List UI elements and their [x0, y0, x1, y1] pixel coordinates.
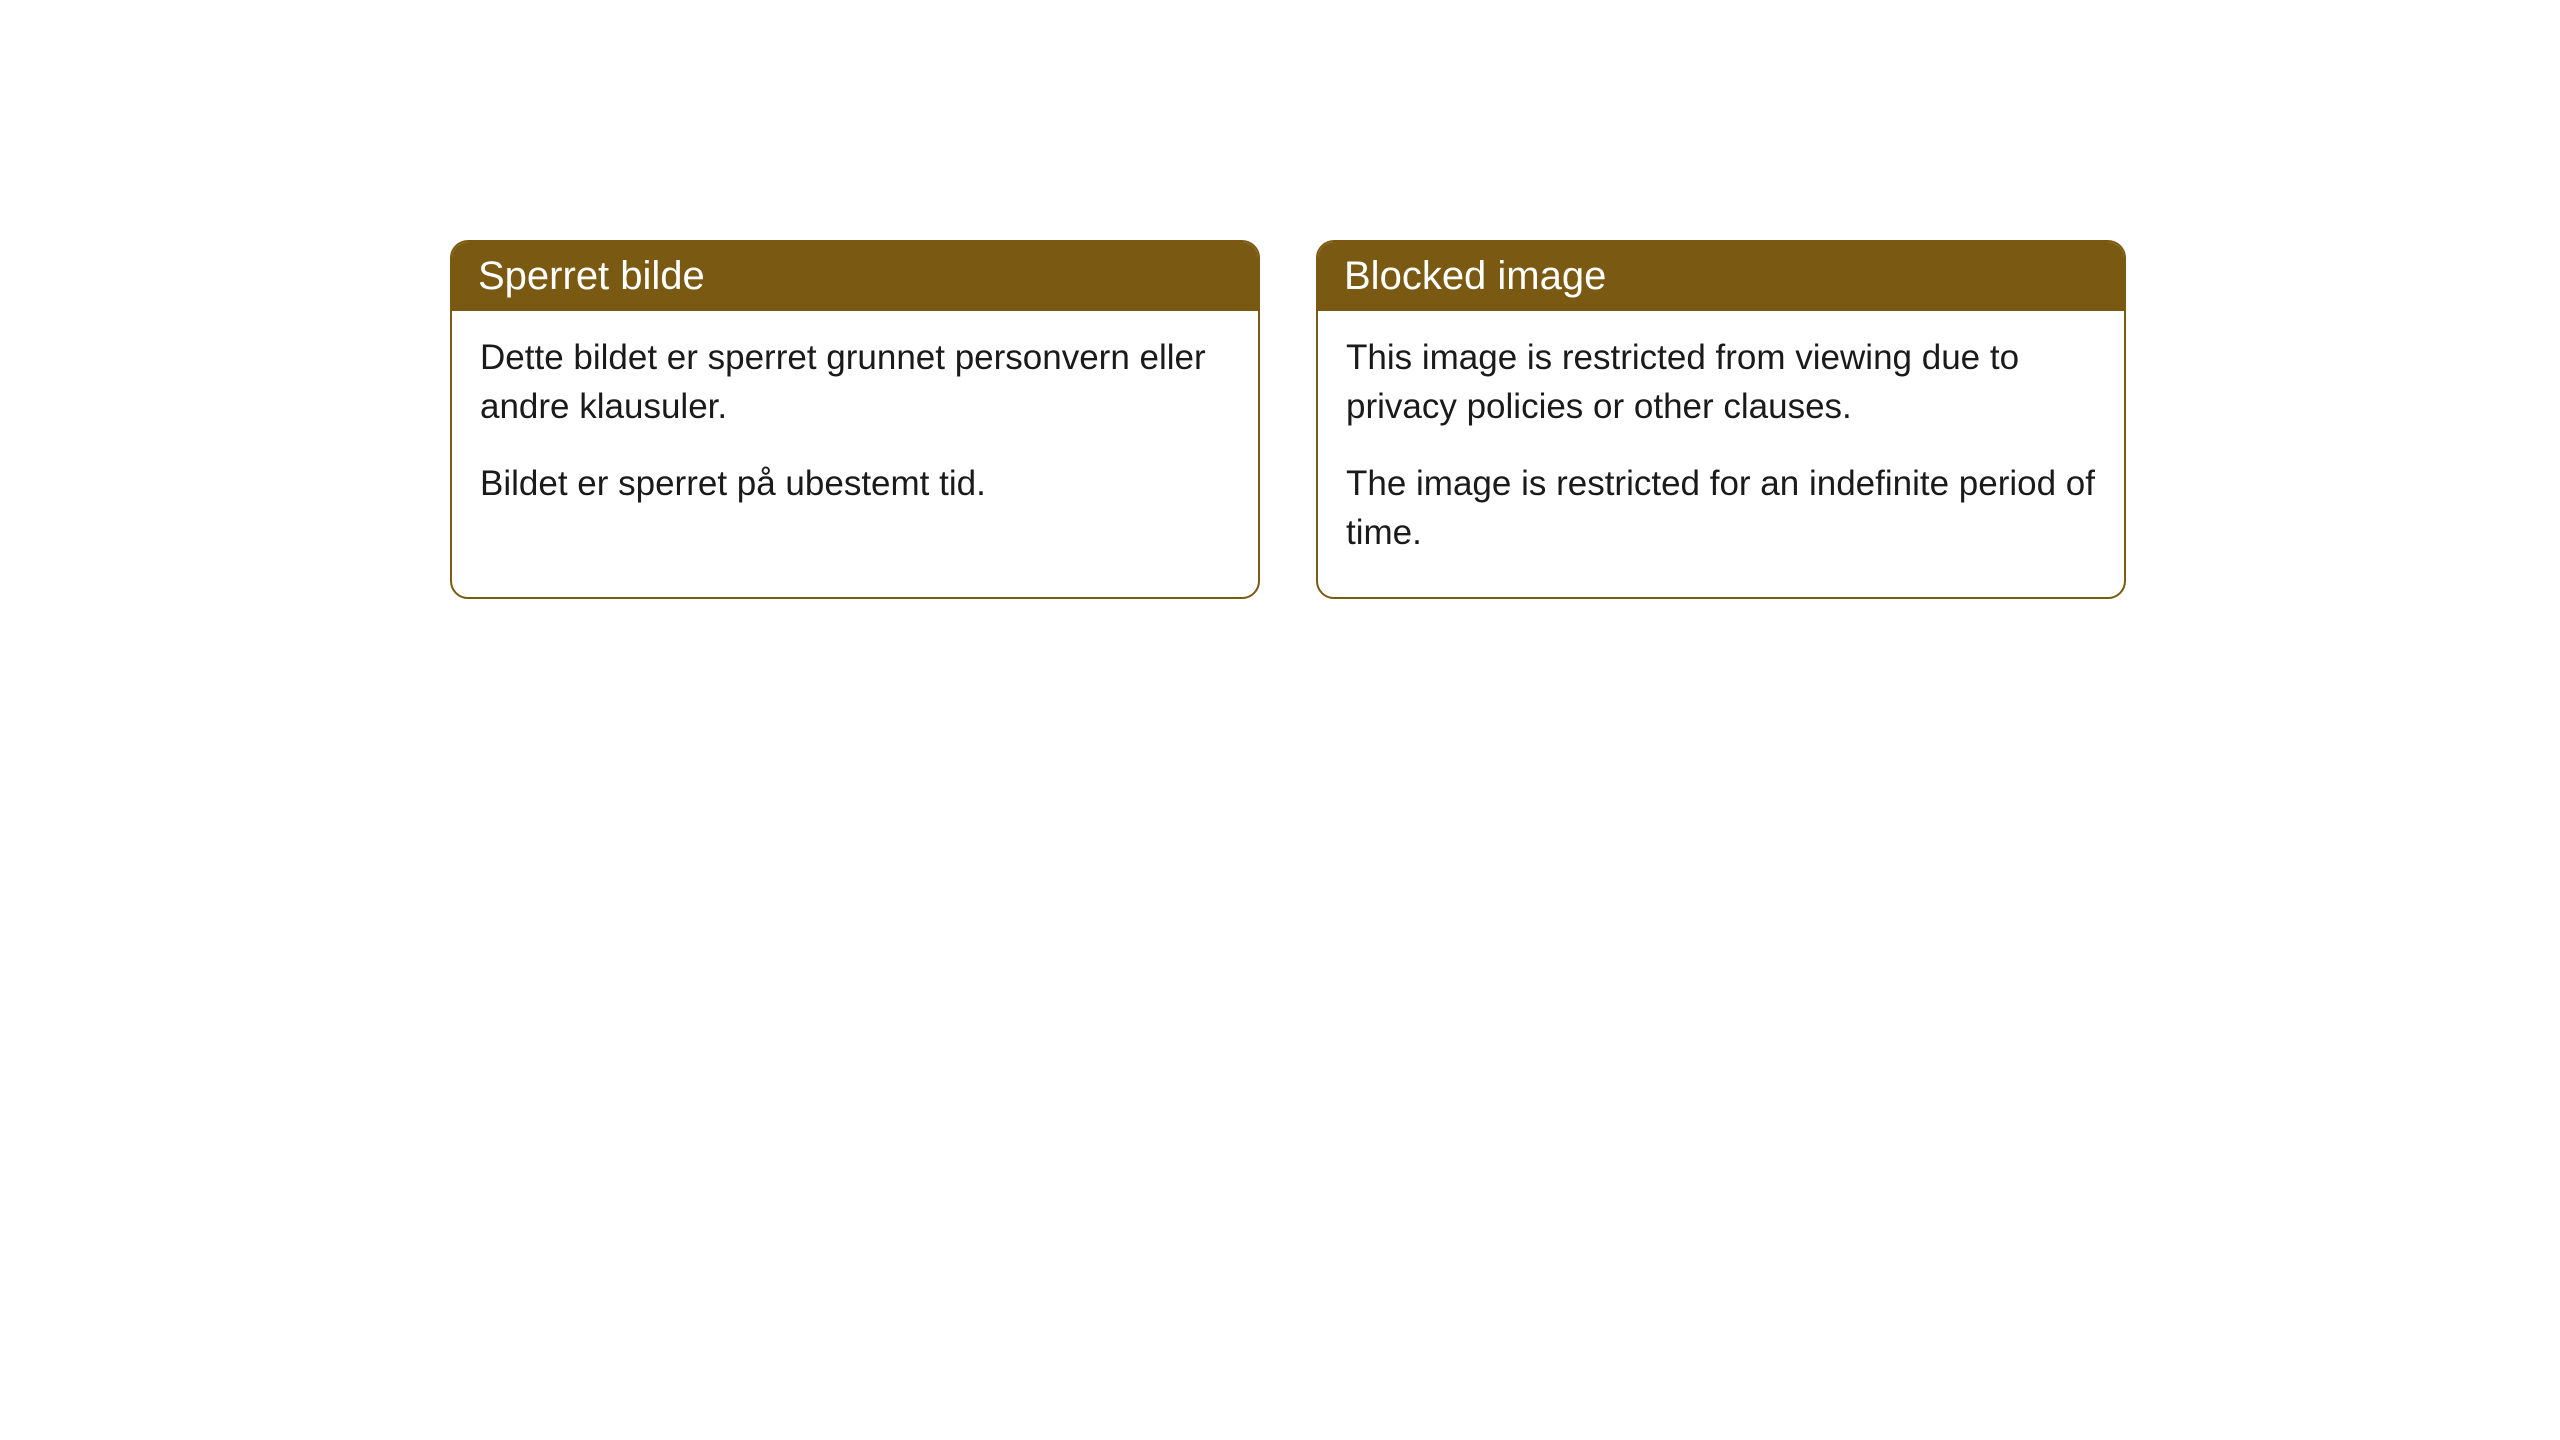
card-title: Sperret bilde	[478, 254, 705, 298]
card-paragraph: Dette bildet er sperret grunnet personve…	[480, 333, 1230, 431]
card-header: Sperret bilde	[452, 242, 1258, 311]
card-body: Dette bildet er sperret grunnet personve…	[452, 311, 1258, 548]
card-paragraph: Bildet er sperret på ubestemt tid.	[480, 459, 1230, 508]
card-header: Blocked image	[1318, 242, 2124, 311]
card-body: This image is restricted from viewing du…	[1318, 311, 2124, 597]
card-title: Blocked image	[1344, 254, 1606, 298]
blocked-image-card-english: Blocked image This image is restricted f…	[1316, 240, 2126, 599]
notice-cards-container: Sperret bilde Dette bildet er sperret gr…	[450, 240, 2560, 599]
card-paragraph: The image is restricted for an indefinit…	[1346, 459, 2096, 557]
card-paragraph: This image is restricted from viewing du…	[1346, 333, 2096, 431]
blocked-image-card-norwegian: Sperret bilde Dette bildet er sperret gr…	[450, 240, 1260, 599]
